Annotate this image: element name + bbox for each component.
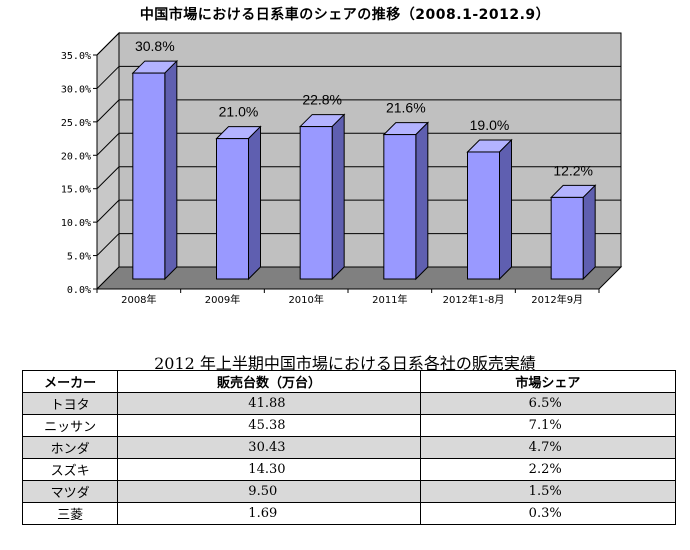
table-row: トヨタ 41.88 6.5%	[21, 392, 677, 415]
data-label: 30.8%	[135, 38, 175, 54]
y-tick-label: 30.0%	[61, 84, 91, 95]
x-tick-label: 2009年	[205, 293, 240, 306]
gridlines	[96, 32, 621, 256]
units-cell: 14.30	[117, 458, 421, 481]
y-tick-label: 35.0%	[61, 51, 91, 62]
x-tick-label: 2010年	[288, 293, 323, 306]
header-share: 市場シェア	[419, 370, 677, 393]
gridline	[96, 166, 120, 190]
gridline	[96, 99, 120, 123]
bar	[550, 196, 584, 280]
data-label: 12.2%	[553, 162, 593, 178]
share-cell: 7.1%	[419, 414, 677, 437]
maker-cell: ニッサン	[21, 414, 119, 437]
chart-title: 中国市場における日系車のシェアの推移（2008.1-2012.9）	[139, 7, 551, 23]
table-row: ホンダ 30.43 4.7%	[21, 436, 677, 459]
bar-side	[331, 113, 345, 281]
x-tick-label: 2011年	[372, 293, 407, 306]
table-header-row: メーカー 販売台数（万台） 市場シェア	[21, 370, 677, 393]
gridline	[96, 132, 120, 156]
chart-back-wall	[118, 32, 622, 268]
chart-floor	[95, 266, 623, 290]
share-bar-chart: 0.0% 5.0% 10.0% 15.0% 20.0% 25.0% 30.0% 35.0% 3…	[61, 31, 623, 306]
maker-cell: ホンダ	[21, 436, 119, 459]
share-cell: 0.3%	[419, 502, 677, 525]
y-tick-label: 0.0%	[67, 285, 91, 296]
share-cell: 2.2%	[419, 458, 677, 481]
data-label: 21.0%	[219, 104, 259, 120]
header-maker: メーカー	[21, 370, 119, 393]
share-cell: 1.5%	[419, 480, 677, 503]
data-labels: 30.8% 21.0% 22.8% 21.6% 19.0% 12.2%	[135, 38, 593, 178]
header-units: 販売台数（万台）	[117, 370, 421, 393]
table-title: 2012 年上半期中国市場における日系各社の販売実績	[154, 354, 536, 373]
y-tick-label: 20.0%	[61, 151, 91, 162]
units-cell: 1.69	[117, 502, 421, 525]
bar-side	[499, 138, 512, 281]
bars	[131, 59, 597, 281]
data-label: 19.0%	[470, 117, 510, 133]
units-cell: 30.43	[117, 436, 421, 459]
gridline	[96, 66, 120, 89]
maker-cell: 三菱	[21, 502, 119, 525]
table-row: ニッサン 45.38 7.1%	[21, 414, 677, 437]
x-tick-label: 2008年	[121, 293, 156, 306]
x-axis: 2008年 2009年 2010年 2011年 2012年1-8月 2012年9月	[96, 289, 600, 306]
units-cell: 41.88	[117, 392, 421, 415]
data-label: 21.6%	[386, 100, 426, 116]
bar-side	[248, 125, 261, 281]
share-cell: 4.7%	[419, 436, 677, 459]
maker-cell: マツダ	[21, 480, 119, 503]
maker-cell: トヨタ	[21, 392, 119, 415]
bar-side	[164, 59, 178, 281]
y-tick-label: 10.0%	[61, 218, 91, 229]
bar	[299, 126, 333, 280]
maker-cell: スズキ	[21, 458, 119, 481]
bar	[132, 72, 166, 280]
y-tick-label: 15.0%	[61, 185, 91, 196]
bar-side	[415, 121, 429, 281]
chart-side-wall	[96, 31, 120, 291]
gridline	[96, 233, 120, 256]
bar	[467, 151, 500, 280]
bar	[216, 138, 249, 280]
x-tick-label: 2012年9月	[531, 293, 583, 306]
table-row: マツダ 9.50 1.5%	[21, 480, 677, 503]
gridline	[96, 32, 120, 56]
bar-side	[582, 184, 596, 281]
y-tick-label: 5.0%	[67, 252, 91, 263]
units-cell: 45.38	[117, 414, 421, 437]
share-cell: 6.5%	[419, 392, 677, 415]
table-row: 三菱 1.69 0.3%	[21, 502, 677, 525]
data-label: 22.8%	[302, 92, 342, 108]
bar	[383, 134, 417, 280]
sales-table: メーカー 販売台数（万台） 市場シェア トヨタ 41.88 6.5% ニッサン …	[21, 370, 677, 525]
table-row: スズキ 14.30 2.2%	[21, 458, 677, 481]
gridline	[96, 199, 120, 223]
x-tick-label: 2012年1-8月	[443, 293, 505, 306]
y-tick-label: 25.0%	[61, 118, 91, 129]
units-cell: 9.50	[117, 480, 421, 503]
